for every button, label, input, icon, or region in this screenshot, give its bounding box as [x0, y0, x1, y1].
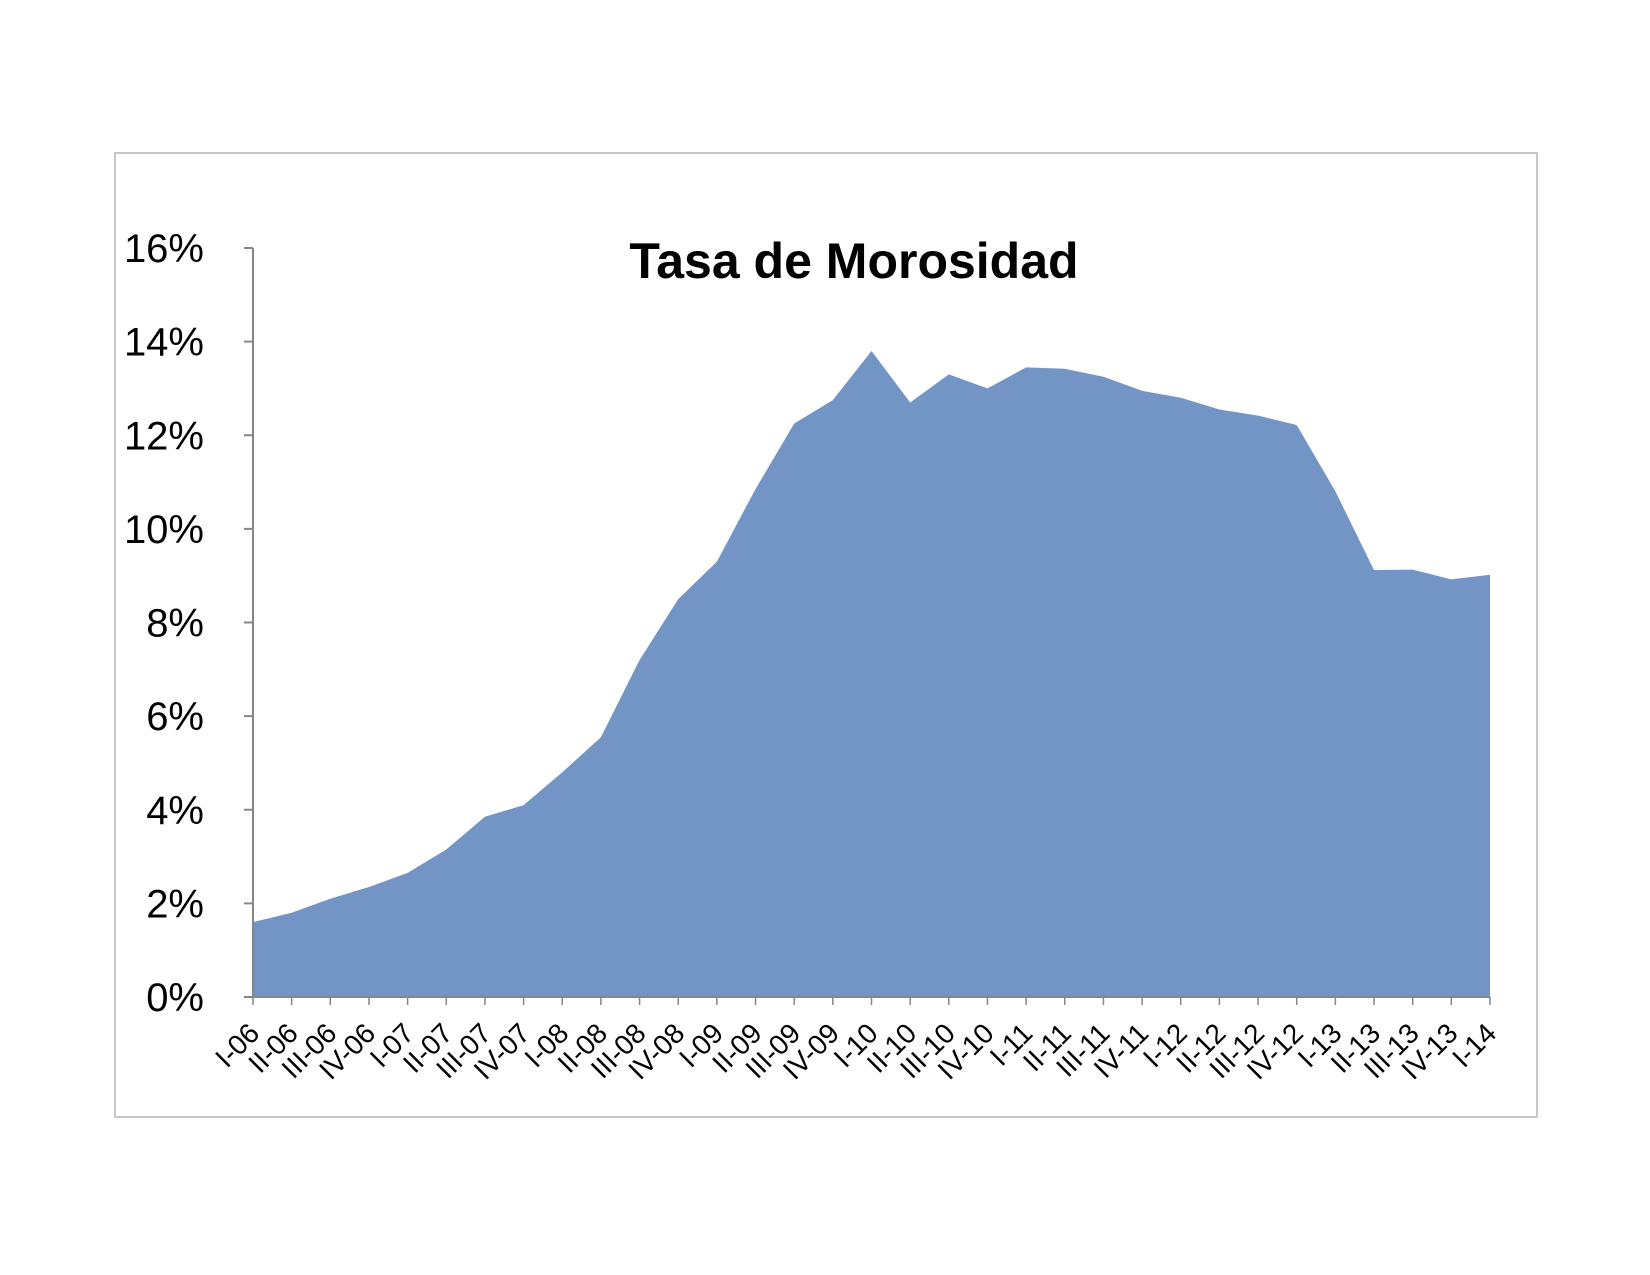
y-tick-label: 14% — [124, 321, 204, 365]
y-axis: 0% 2% 4% 6% 8% 10% 12% 14% 16% — [124, 227, 254, 1020]
chart-title: Tasa de Morosidad — [629, 233, 1078, 289]
y-tick-label: 8% — [146, 602, 204, 646]
y-tick-label: 2% — [146, 882, 204, 926]
y-tick-label: 6% — [146, 695, 204, 739]
y-tick-label: 16% — [124, 227, 204, 271]
y-tick-label: 12% — [124, 414, 204, 458]
x-tick-label: I-14 — [1446, 1017, 1502, 1073]
y-tick-label: 4% — [146, 789, 204, 833]
y-tick-label: 10% — [124, 508, 204, 552]
x-axis: I-06II-06III-06IV-06I-07II-07III-07IV-07… — [209, 996, 1502, 1085]
y-tick-label: 0% — [146, 976, 204, 1020]
area-series — [253, 351, 1490, 997]
